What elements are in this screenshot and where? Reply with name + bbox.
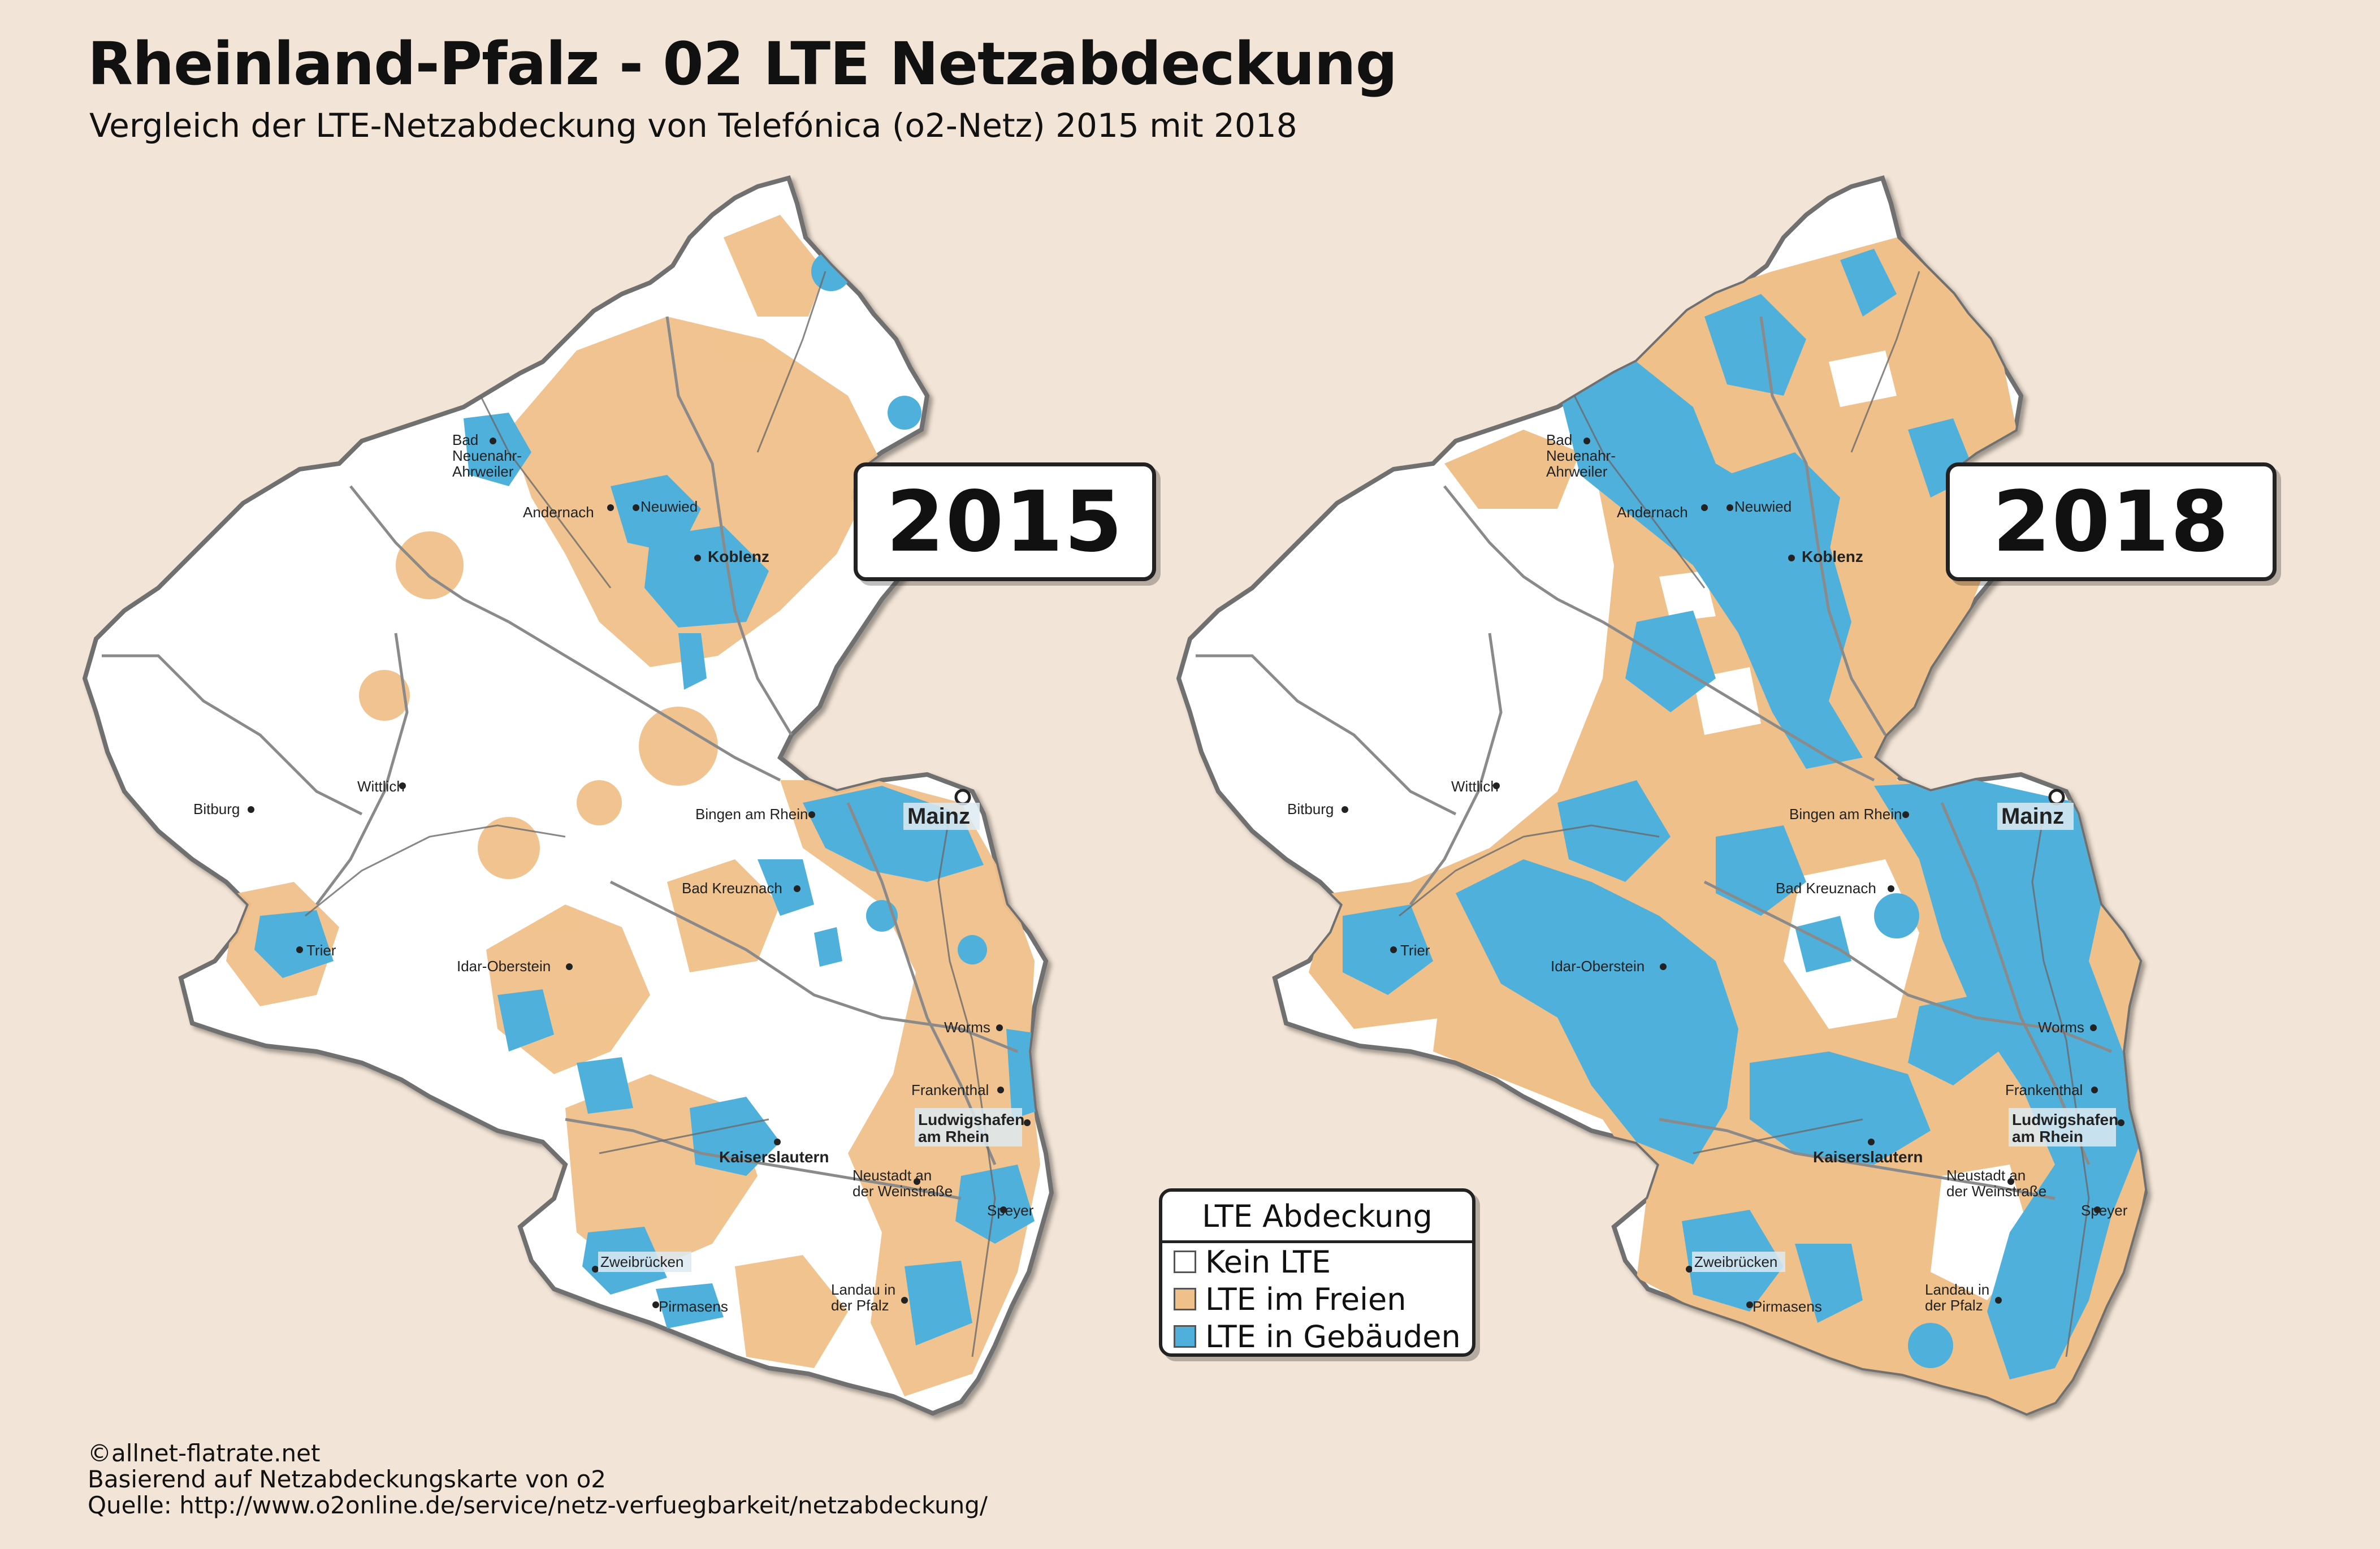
city-idar-oberstein: Idar-Oberstein [1551,958,1645,975]
city-neustadt: Neustadt an der Weinstraße [853,1167,953,1200]
city-bad-neuenahr: Bad Neuenahr- Ahrweiler [1546,431,1620,480]
city-idar-oberstein: Idar-Oberstein [457,958,551,975]
city-neustadt: Neustadt an der Weinstraße [1946,1167,2046,1200]
legend-title: LTE Abdeckung [1162,1192,1472,1243]
city-bad-kreuznach: Bad Kreuznach [682,880,782,897]
city-frankenthal: Frankenthal [911,1081,989,1098]
city-ludwigshafen: Ludwigshafen am Rhein [2012,1111,2123,1145]
city-zweibruecken: Zweibrücken [600,1253,683,1270]
city-bingen: Bingen am Rhein [1789,806,1902,823]
city-koblenz: Koblenz [708,548,769,565]
city-frankenthal: Frankenthal [2005,1081,2083,1098]
city-bingen: Bingen am Rhein [695,806,808,823]
city-bitburg: Bitburg [1287,801,1334,817]
legend-item-kein-lte: Kein LTE [1162,1243,1472,1280]
legend-swatch-blue [1174,1325,1196,1348]
city-pirmasens: Pirmasens [659,1298,728,1315]
city-landau: Landau in der Pfalz [831,1281,899,1314]
city-speyer: Speyer [2081,1202,2128,1219]
city-ludwigshafen: Ludwigshafen am Rhein [918,1111,1029,1145]
city-mainz: Mainz [907,804,970,829]
footer-copyright: ©allnet-flatrate.net [88,1439,321,1467]
city-wittlich: Wittlich [357,778,405,795]
city-andernach: Andernach [1617,504,1688,521]
page-title: Rheinland-Pfalz - 02 LTE Netzabdeckung [88,29,1397,98]
footer-basis: Basierend auf Netzabdeckungskarte von o2 [88,1465,607,1493]
city-bitburg: Bitburg [193,801,240,817]
city-bad-kreuznach: Bad Kreuznach [1776,880,1876,897]
legend-swatch-white [1174,1251,1196,1273]
city-kaiserslautern: Kaiserslautern [1813,1148,1923,1166]
city-andernach: Andernach [523,504,594,521]
year-label-2015: 2015 [854,462,1156,581]
legend-item-lte-im-freien: LTE im Freien [1162,1280,1472,1318]
page-subtitle: Vergleich der LTE-Netzabdeckung von Tele… [89,106,1297,145]
city-trier: Trier [306,942,336,959]
city-mainz: Mainz [2001,804,2064,829]
city-wittlich: Wittlich [1451,778,1499,795]
year-label-2018: 2018 [1946,462,2277,581]
city-markers: Bad Neuenahr- Ahrweiler Andernach Neuwie… [193,431,1034,1315]
city-neuwied: Neuwied [641,498,698,515]
legend: LTE Abdeckung Kein LTE LTE im Freien LTE… [1159,1188,1475,1357]
city-neuwied: Neuwied [1734,498,1792,515]
city-speyer: Speyer [987,1202,1034,1219]
city-kaiserslautern: Kaiserslautern [719,1148,829,1166]
legend-label: LTE im Freien [1205,1281,1407,1317]
city-landau: Landau in der Pfalz [1925,1281,1993,1314]
legend-label: LTE in Gebäuden [1205,1318,1461,1355]
city-zweibruecken: Zweibrücken [1694,1253,1777,1270]
map-2015: Bad Neuenahr- Ahrweiler Andernach Neuwie… [0,0,1286,1549]
legend-label: Kein LTE [1205,1244,1331,1280]
city-markers: Bad Neuenahr- Ahrweiler Andernach Neuwie… [1287,431,2128,1315]
legend-item-lte-in-gebaeuden: LTE in Gebäuden [1162,1318,1472,1355]
footer: ©allnet-flatrate.net Basierend auf Netza… [88,1440,988,1518]
city-worms: Worms [2038,1019,2084,1036]
city-worms: Worms [944,1019,990,1036]
city-koblenz: Koblenz [1802,548,1863,565]
legend-swatch-orange [1174,1288,1196,1310]
city-trier: Trier [1400,942,1430,959]
city-bad-neuenahr: Bad Neuenahr- Ahrweiler [452,431,526,480]
footer-source: Quelle: http://www.o2online.de/service/n… [88,1491,988,1519]
city-pirmasens: Pirmasens [1752,1298,1822,1315]
